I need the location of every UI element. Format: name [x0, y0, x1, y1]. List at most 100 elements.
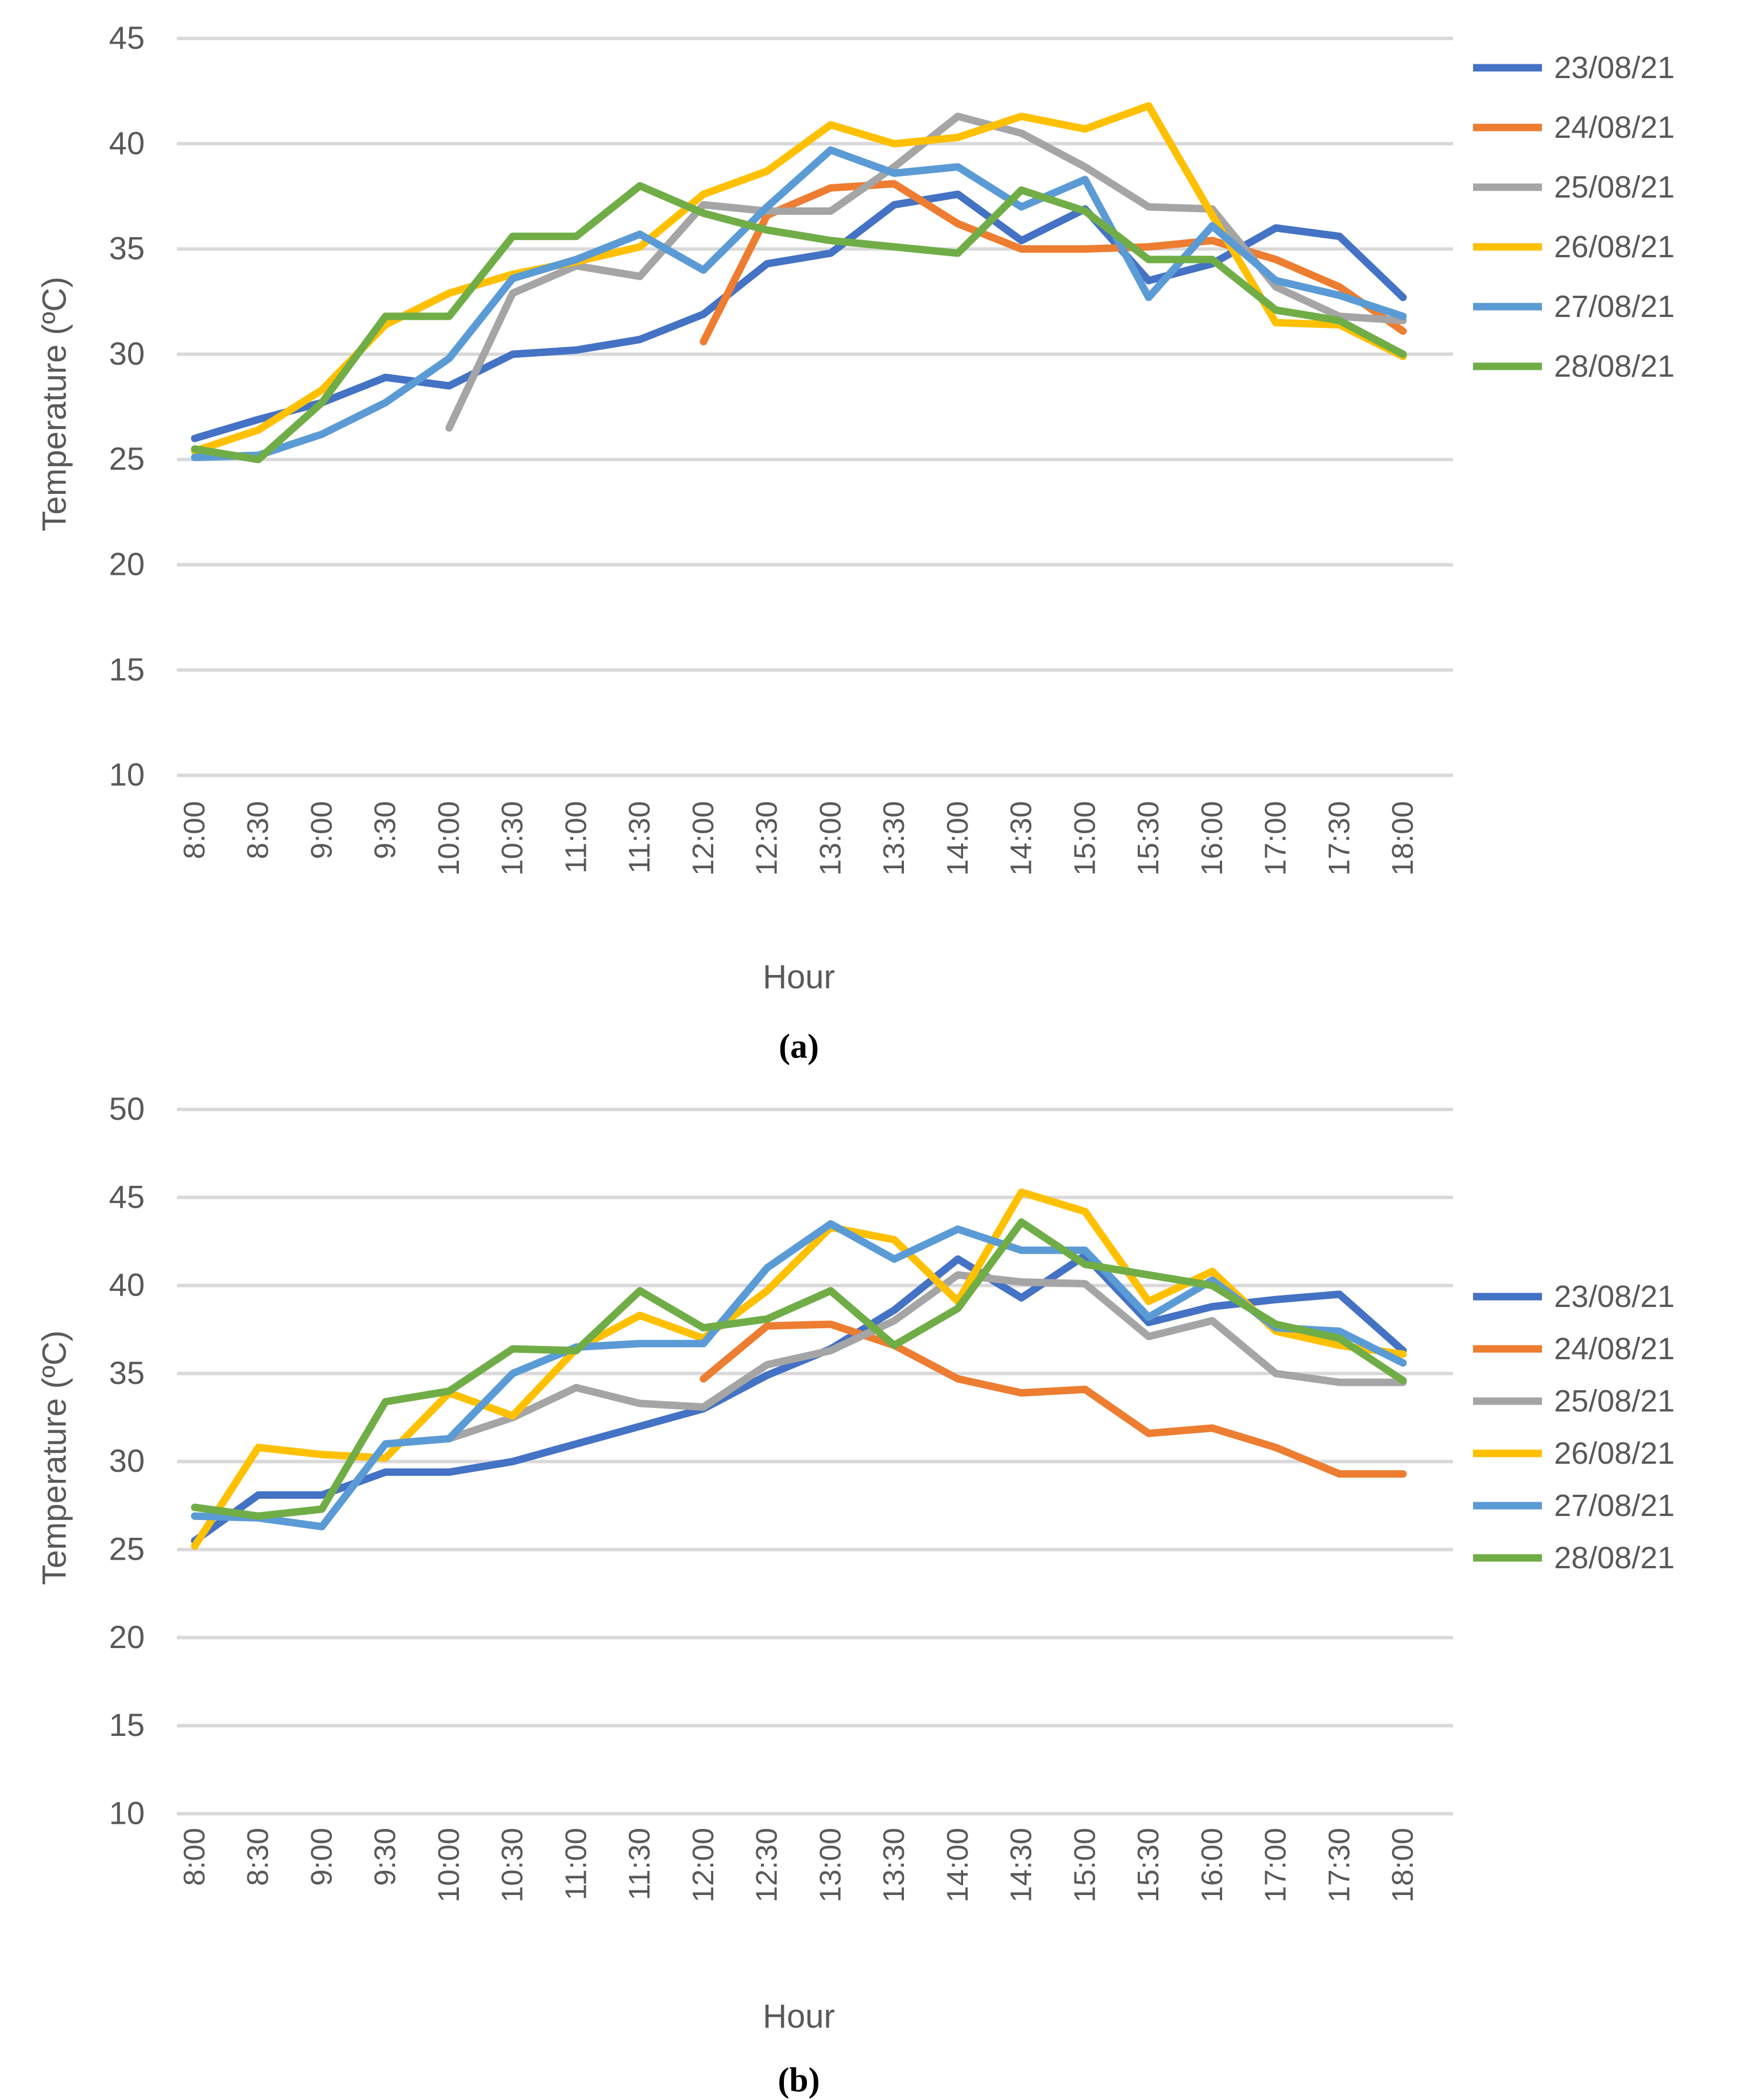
x-tick-label: 9:00	[305, 801, 338, 859]
series-line-25/08/21	[445, 1271, 1407, 1442]
series-line-26/08/21	[191, 102, 1407, 455]
x-tick-label: 16:00	[1196, 801, 1229, 876]
y-tick-label: 45	[109, 20, 145, 56]
x-tick-label: 15:00	[1068, 1828, 1101, 1902]
legend-item-28/08/21: 28/08/21	[1473, 1541, 1675, 1575]
x-tick-label: 9:30	[369, 801, 402, 859]
y-tick-label: 15	[109, 1707, 145, 1743]
y-tick-label: 45	[109, 1178, 145, 1215]
x-tick-label: 10:30	[496, 801, 529, 876]
series-line-23/08/21	[191, 190, 1407, 442]
series-line-26/08/21	[191, 1188, 1407, 1550]
x-tick-label: 12:30	[751, 801, 784, 876]
x-tick-label: 14:30	[1005, 801, 1038, 876]
legend-label: 26/08/21	[1554, 1436, 1675, 1471]
x-tick-label: 11:00	[559, 1828, 593, 1900]
x-tick-label: 11:00	[559, 801, 593, 873]
legend-label: 24/08/21	[1554, 110, 1675, 145]
y-tick-label: 15	[109, 651, 145, 687]
legend-item-23/08/21: 23/08/21	[1473, 51, 1675, 85]
x-tick-label: 17:30	[1323, 801, 1356, 876]
x-tick-label: 12:30	[751, 1828, 784, 1902]
chart-b: 50 45 40 35 30 25 20 15 10 8:00 8:30 9:00 9:30 10:00 1…	[109, 1090, 1675, 1902]
caption-b: (b)	[778, 2061, 820, 2099]
x-tick-label: 10:30	[496, 1828, 529, 1902]
x-tick-label: 8:00	[178, 1828, 211, 1886]
x-tick-label: 8:00	[178, 801, 211, 859]
legend-label: 23/08/21	[1554, 1279, 1675, 1314]
x-tick-label: 13:30	[878, 1828, 911, 1902]
legend-item-27/08/21: 27/08/21	[1473, 289, 1675, 324]
x-tick-label: 14:00	[941, 801, 975, 876]
x-tick-label: 12:00	[687, 801, 720, 876]
y-axis-title-a: Temperature (ºC)	[36, 276, 74, 532]
legend-label: 28/08/21	[1554, 349, 1675, 384]
x-tick-label: 9:00	[305, 1828, 338, 1886]
x-tick-label: 13:30	[878, 801, 911, 876]
y-tick-label: 25	[109, 1531, 145, 1567]
legend-label: 28/08/21	[1554, 1541, 1675, 1575]
legend-item-26/08/21: 26/08/21	[1473, 230, 1675, 264]
x-tick-label: 14:00	[941, 1828, 975, 1902]
y-tick-label: 25	[109, 440, 145, 477]
y-tick-label: 20	[109, 546, 145, 582]
x-tick-label: 14:30	[1005, 1828, 1038, 1902]
x-tick-label: 17:00	[1259, 801, 1293, 876]
x-tick-label: 8:30	[242, 1828, 275, 1886]
x-tick-label: 17:30	[1323, 1828, 1356, 1902]
y-axis-title-b: Temperature (ºC)	[36, 1330, 74, 1585]
series-line-25/08/21	[445, 113, 1407, 432]
y-tick-label: 30	[109, 335, 145, 372]
y-tick-label: 35	[109, 230, 145, 266]
x-tick-label: 11:30	[623, 1828, 656, 1900]
legend-label: 25/08/21	[1554, 170, 1675, 204]
series-line-28/08/21	[191, 182, 1407, 463]
x-tick-label: 15:00	[1068, 801, 1101, 876]
y-tick-label: 50	[109, 1090, 145, 1127]
y-tick-label: 20	[109, 1619, 145, 1655]
x-tick-label: 18:00	[1386, 1828, 1420, 1902]
legend-label: 24/08/21	[1554, 1332, 1675, 1366]
y-tick-label: 10	[109, 1795, 145, 1831]
legend-item-28/08/21: 28/08/21	[1473, 349, 1675, 384]
x-tick-label: 12:00	[687, 1828, 720, 1902]
x-tick-label: 9:30	[369, 1828, 402, 1886]
y-tick-label: 30	[109, 1442, 145, 1479]
legend-label: 23/08/21	[1554, 51, 1675, 85]
series-line-27/08/21	[191, 146, 1407, 461]
legend-label: 27/08/21	[1554, 289, 1675, 324]
x-tick-label: 15:30	[1132, 1828, 1165, 1902]
legend-item-26/08/21: 26/08/21	[1473, 1436, 1675, 1471]
legend-item-24/08/21: 24/08/21	[1473, 110, 1675, 145]
x-tick-label: 10:00	[432, 801, 466, 876]
y-tick-label: 40	[109, 1267, 145, 1303]
y-tick-label: 40	[109, 125, 145, 161]
legend-label: 27/08/21	[1554, 1488, 1675, 1523]
x-axis-title-a: Hour	[763, 958, 835, 996]
x-tick-label: 10:00	[432, 1828, 466, 1902]
legend-item-25/08/21: 25/08/21	[1473, 170, 1675, 204]
legend-item-25/08/21: 25/08/21	[1473, 1384, 1675, 1418]
x-tick-label: 18:00	[1386, 801, 1420, 876]
legend-item-27/08/21: 27/08/21	[1473, 1488, 1675, 1523]
y-tick-label: 10	[109, 756, 145, 792]
legend-item-24/08/21: 24/08/21	[1473, 1332, 1675, 1366]
legend-label: 25/08/21	[1554, 1384, 1675, 1418]
x-tick-label: 11:30	[623, 801, 656, 873]
series-line-24/08/21	[699, 180, 1407, 346]
x-tick-label: 13:00	[814, 1828, 847, 1902]
x-tick-label: 15:30	[1132, 801, 1165, 876]
legend-label: 26/08/21	[1554, 230, 1675, 264]
y-tick-label: 35	[109, 1355, 145, 1391]
series-line-24/08/21	[699, 1320, 1407, 1478]
x-tick-label: 17:00	[1259, 1828, 1293, 1902]
chart-a: 45 40 35 30 25 20 15 10 8:00 8:30 9:00 9:30 10:00 10:…	[109, 20, 1675, 876]
series-line-23/08/21	[191, 1252, 1407, 1545]
series-line-27/08/21	[191, 1220, 1407, 1531]
x-tick-label: 16:00	[1196, 1828, 1229, 1902]
x-tick-label: 8:30	[242, 801, 275, 859]
caption-a: (a)	[779, 1027, 819, 1065]
legend-item-23/08/21: 23/08/21	[1473, 1279, 1675, 1314]
x-axis-title-b: Hour	[763, 1998, 835, 2035]
